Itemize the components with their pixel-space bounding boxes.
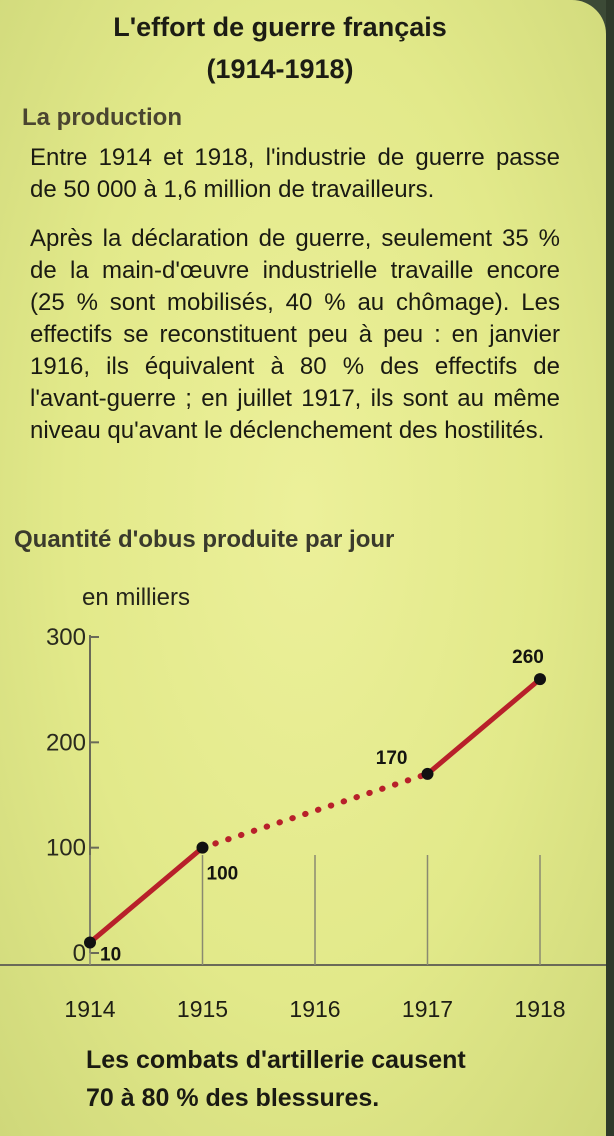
y-tick-label: 300 xyxy=(46,624,86,651)
y-axis-unit-label: en milliers xyxy=(82,584,191,611)
x-tick-label: 1915 xyxy=(177,996,228,1022)
y-tick-label: 0 xyxy=(73,940,86,967)
data-label: 170 xyxy=(376,748,408,769)
x-tick-label: 1914 xyxy=(64,996,115,1022)
y-tick-label: 100 xyxy=(46,835,86,862)
paragraph-workforce: Après la déclaration de guerre, seulemen… xyxy=(30,225,560,444)
footer-line-1: Les combats d'artillerie causent xyxy=(86,1046,466,1074)
x-tick-label: 1917 xyxy=(402,996,453,1022)
x-tick-label: 1918 xyxy=(514,996,565,1022)
series-segment-dotted xyxy=(199,770,431,851)
data-point xyxy=(84,936,96,949)
page-edge-shadow xyxy=(606,0,614,1136)
data-label: 10 xyxy=(100,944,121,965)
page-subtitle: (1914-1918) xyxy=(206,54,354,84)
footer-line-2: 70 à 80 % des blessures. xyxy=(86,1084,380,1112)
data-label: 100 xyxy=(207,864,239,885)
data-label: 260 xyxy=(512,647,544,668)
series-segment xyxy=(87,845,205,945)
paragraph-workers: Entre 1914 et 1918, l'industrie de guerr… xyxy=(30,144,560,203)
data-point xyxy=(534,673,546,686)
data-point xyxy=(421,767,434,780)
series-segment xyxy=(425,676,543,777)
line-chart: 0 100 200 300 1914 1915 1916 1917 1918 10 100 170 26… xyxy=(0,624,606,1022)
section-heading: La production xyxy=(22,104,182,131)
data-point xyxy=(196,841,209,854)
page-title: L'effort de guerre français xyxy=(113,12,447,42)
y-tick-label: 200 xyxy=(46,729,86,756)
chart-title: Quantité d'obus produite par jour xyxy=(14,526,395,553)
x-tick-label: 1916 xyxy=(289,996,340,1022)
